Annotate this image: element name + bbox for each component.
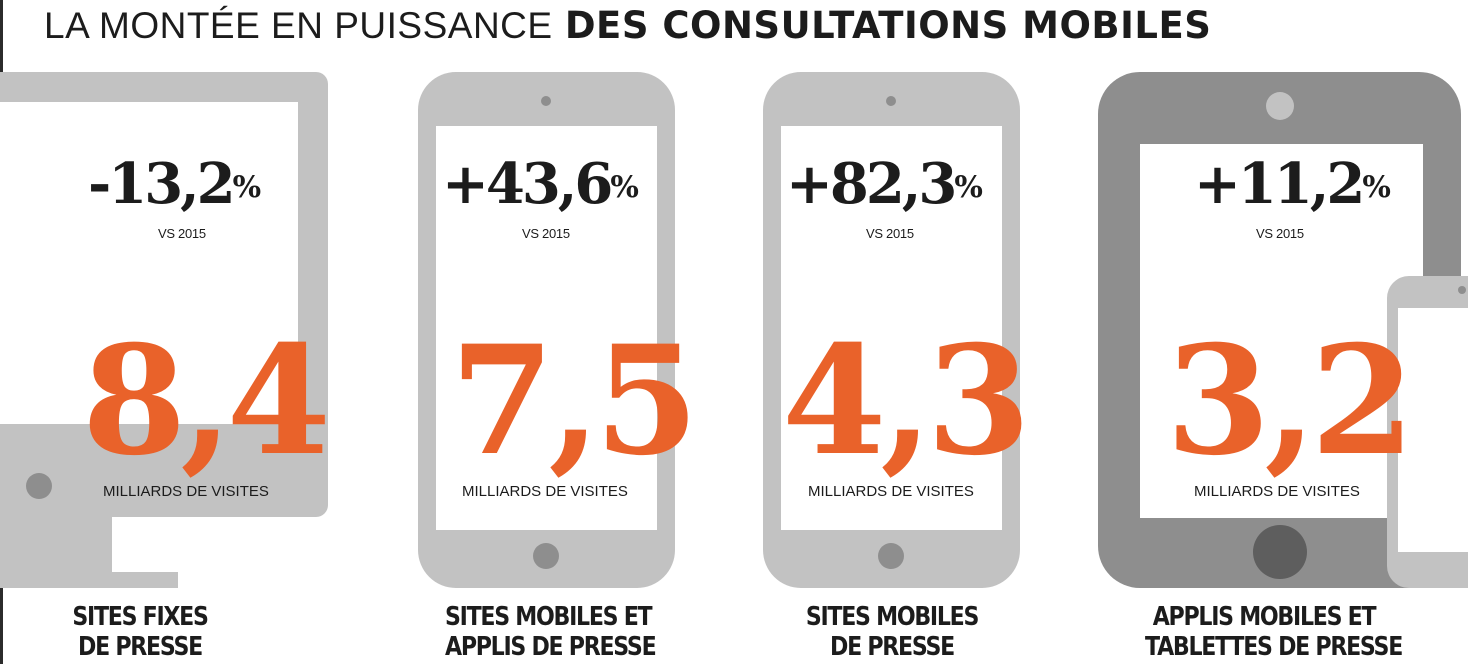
change-percent: +11,2% bbox=[1194, 151, 1391, 217]
monitor-stand-foot bbox=[0, 572, 178, 588]
vs-year-label: VS 2015 bbox=[1256, 226, 1304, 241]
visits-unit-label: MILLIARDS DE VISITES bbox=[462, 483, 628, 500]
phone-camera-dot bbox=[541, 96, 551, 106]
visits-value: 4,3 bbox=[782, 313, 1031, 489]
category-label: SITES FIXES DE PRESSE bbox=[72, 602, 209, 662]
vs-year-label: VS 2015 bbox=[522, 226, 570, 241]
category-label: APPLIS MOBILES ET TABLETTES DE PRESSE bbox=[1145, 602, 1403, 662]
tablet-screen bbox=[1140, 144, 1423, 518]
phone-camera-dot bbox=[886, 96, 896, 106]
title-light-part: LA MONTÉE EN PUISSANCE bbox=[44, 5, 553, 46]
visits-value: 7,5 bbox=[450, 313, 699, 489]
title-bold-part: DES CONSULTATIONS MOBILES bbox=[564, 4, 1212, 47]
monitor-screen bbox=[0, 102, 298, 424]
visits-unit-label: MILLIARDS DE VISITES bbox=[808, 483, 974, 500]
phone-screen bbox=[436, 126, 657, 530]
vs-year-label: VS 2015 bbox=[158, 226, 206, 241]
change-percent: +82,3% bbox=[786, 151, 983, 217]
category-label: SITES MOBILES ET APPLIS DE PRESSE bbox=[445, 602, 657, 662]
phone-home-button bbox=[533, 543, 559, 569]
monitor-stand bbox=[0, 517, 112, 572]
visits-value: 8,4 bbox=[82, 313, 331, 489]
phone-screen bbox=[781, 126, 1002, 530]
infographic-title: LA MONTÉE EN PUISSANCE DES CONSULTATIONS… bbox=[44, 4, 1211, 48]
small-phone-dot bbox=[1458, 286, 1466, 294]
tablet-home-button bbox=[1253, 525, 1307, 579]
change-percent: -13,2% bbox=[88, 151, 262, 217]
vs-year-label: VS 2015 bbox=[866, 226, 914, 241]
visits-value: 3,2 bbox=[1166, 313, 1415, 489]
small-phone-screen bbox=[1398, 308, 1468, 552]
tablet-camera-dot bbox=[1266, 92, 1294, 120]
category-label: SITES MOBILES DE PRESSE bbox=[805, 602, 980, 662]
phone-home-button bbox=[878, 543, 904, 569]
visits-unit-label: MILLIARDS DE VISITES bbox=[1194, 483, 1360, 500]
monitor-power-dot bbox=[26, 473, 52, 499]
change-percent: +43,6% bbox=[442, 151, 639, 217]
visits-unit-label: MILLIARDS DE VISITES bbox=[103, 483, 269, 500]
